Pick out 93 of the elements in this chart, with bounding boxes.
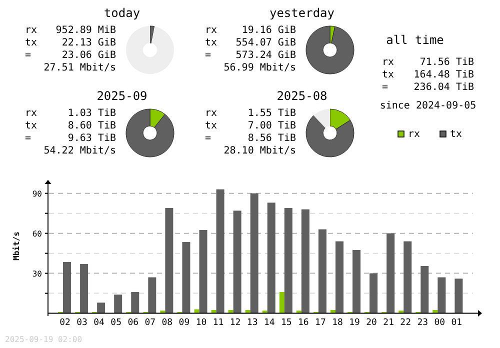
text: rx 952.89 MiB — [25, 25, 116, 36]
bar — [114, 294, 122, 314]
bar — [284, 208, 292, 314]
text: tx 8.60 TiB — [25, 120, 116, 132]
bar — [199, 230, 208, 314]
bar — [211, 310, 216, 314]
x-tick-label: 05 — [110, 318, 122, 328]
text: tx 7.00 TiB — [205, 120, 296, 132]
donut-slice — [306, 26, 354, 74]
x-tick-label: 06 — [128, 318, 139, 328]
text: = 573.24 GiB — [205, 50, 296, 61]
chart-title: 2025-08 — [276, 89, 328, 103]
text: 27.51 Mbit/s — [44, 62, 116, 74]
chart-title: today — [104, 6, 140, 20]
bar — [386, 233, 395, 314]
bar — [216, 189, 224, 314]
bar — [182, 242, 190, 314]
bar — [267, 202, 276, 314]
bar — [80, 264, 88, 314]
x-tick-label: 10 — [196, 318, 207, 328]
x-tick-label: 03 — [76, 318, 88, 328]
x-tick-label: 04 — [94, 318, 104, 328]
x-tick-label: 11 — [212, 318, 224, 328]
bar — [301, 209, 310, 314]
x-tick-label: 23 — [417, 318, 428, 328]
bar — [131, 292, 140, 314]
x-tick-label: 14 — [264, 318, 275, 328]
bar — [148, 277, 156, 314]
x-tick-label: 19 — [349, 318, 360, 328]
text: 28.10 Mbit/s — [224, 146, 296, 156]
bar — [330, 310, 336, 314]
x-tick-label: 22 — [400, 318, 412, 328]
chart-title: 2025-09 — [96, 89, 148, 103]
text: rx 1.55 TiB — [205, 108, 296, 119]
x-tick-label: 08 — [162, 318, 173, 328]
y-tick-label: 30 — [32, 269, 42, 278]
legend-label: rx — [408, 129, 420, 140]
bar — [279, 292, 284, 314]
bar — [262, 310, 268, 314]
bar — [438, 277, 446, 314]
bar — [398, 310, 404, 314]
bar — [250, 193, 258, 314]
text: rx 1.03 TiB — [25, 108, 116, 119]
x-tick-label: 18 — [332, 318, 343, 328]
bar — [454, 278, 463, 314]
x-tick-label: 09 — [178, 318, 190, 328]
x-tick-label: 20 — [366, 318, 377, 328]
bar — [97, 302, 106, 314]
text: 54.22 Mbit/s — [44, 146, 116, 156]
bar — [404, 241, 412, 314]
donut-slice — [126, 108, 174, 158]
legend-label: tx — [450, 129, 462, 140]
bar — [296, 310, 302, 314]
text: tx 164.48 TiB — [382, 70, 474, 80]
x-tick-label: 16 — [298, 318, 309, 328]
x-tick-label: 15 — [280, 318, 292, 328]
text: all time — [386, 33, 444, 47]
y-tick-label: 60 — [32, 229, 42, 238]
bar — [335, 241, 344, 314]
bar — [420, 266, 429, 314]
bar — [63, 262, 71, 314]
text: 56.99 Mbit/s — [224, 62, 296, 74]
x-tick-label: 02 — [60, 318, 70, 328]
bar — [318, 229, 326, 314]
x-tick-label: 07 — [144, 318, 156, 328]
bar — [432, 310, 438, 314]
bar — [165, 208, 174, 314]
y-tick-label: 90 — [32, 189, 42, 198]
bar — [233, 210, 242, 314]
text: rx 19.16 GiB — [205, 25, 296, 36]
bar — [352, 250, 361, 314]
y-axis-title: Mbit/s — [12, 231, 21, 260]
text: = 8.56 TiB — [205, 133, 296, 144]
x-tick-label: 01 — [451, 318, 462, 328]
x-tick-label: 12 — [230, 318, 241, 328]
text: tx 554.07 GiB — [205, 38, 296, 48]
x-tick-label: 13 — [246, 318, 258, 328]
text: = 9.63 TiB — [25, 133, 116, 144]
bar — [228, 310, 234, 314]
donut-slice — [314, 109, 330, 128]
text: rx 71.56 TiB — [382, 57, 474, 68]
x-tick-label: 21 — [383, 318, 394, 328]
bar — [160, 310, 166, 314]
chart-title: yesterday — [269, 6, 335, 20]
bar — [245, 310, 250, 314]
text: since 2024-09-05 — [380, 100, 476, 112]
text: = 236.04 TiB — [382, 82, 474, 93]
text: tx 22.13 GiB — [25, 38, 116, 48]
x-tick-label: 17 — [315, 318, 326, 328]
bar — [370, 273, 378, 314]
text: = 23.06 GiB — [25, 50, 116, 61]
x-tick-label: 00 — [434, 318, 446, 328]
donut-slice — [126, 26, 174, 74]
